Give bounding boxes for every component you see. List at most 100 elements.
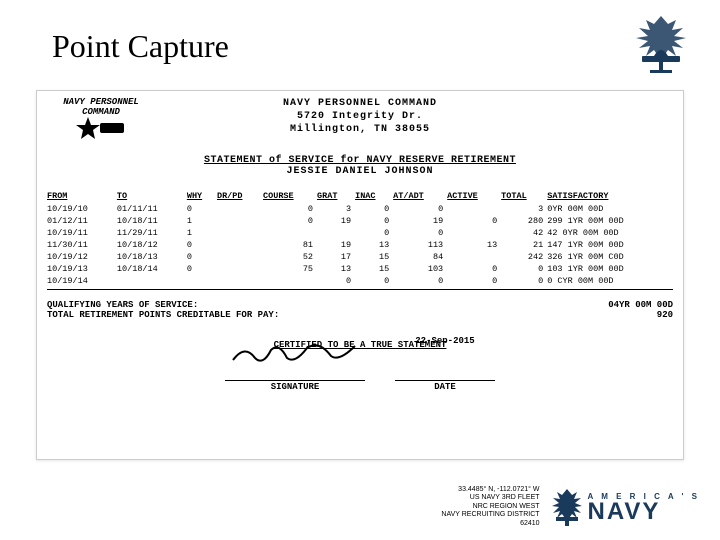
- service-statement-document: NAVY PERSONNEL COMMAND NAVY PERSONNEL CO…: [36, 90, 684, 460]
- table-cell: 10/19/10: [47, 203, 117, 215]
- table-cell: 242: [501, 251, 547, 263]
- table-cell: 42 0YR 00M 00D: [547, 227, 673, 239]
- footer-district: NAVY RECRUITING DISTRICT: [441, 511, 539, 519]
- table-cell: 21: [501, 239, 547, 251]
- table-cell: 13: [447, 239, 501, 251]
- table-cell: 0: [317, 275, 355, 287]
- table-cell: 0: [355, 215, 393, 227]
- table-cell: 11/29/11: [117, 227, 187, 239]
- table-cell: [447, 227, 501, 239]
- table-row: 10/19/1001/11/110030030YR 00M 00D: [47, 203, 673, 215]
- creditable-points-value: 920: [657, 310, 673, 320]
- table-cell: 19: [317, 239, 355, 251]
- date-label: DATE: [395, 380, 495, 392]
- table-row: 01/12/1110/18/1110190190280299 1YR 00M 0…: [47, 215, 673, 227]
- table-cell: [187, 275, 217, 287]
- table-cell: [217, 239, 263, 251]
- signature-column: SIGNATURE: [225, 364, 365, 392]
- table-cell: 0: [187, 263, 217, 275]
- table-cell: 0: [393, 275, 447, 287]
- table-row: 10/19/1310/18/14075131510300103 1YR 00M …: [47, 263, 673, 275]
- table-cell: [117, 275, 187, 287]
- signature-icon: [225, 340, 365, 366]
- table-cell: 11/30/11: [47, 239, 117, 251]
- table-cell: 147 1YR 00M 00D: [547, 239, 673, 251]
- table-cell: 10/19/13: [47, 263, 117, 275]
- qualifying-years-label: QUALIFYING YEARS OF SERVICE:: [47, 300, 198, 310]
- document-header: NAVY PERSONNEL COMMAND NAVY PERSONNEL CO…: [47, 95, 673, 151]
- table-cell: 0: [355, 203, 393, 215]
- table-cell: 10/18/13: [117, 251, 187, 263]
- table-cell: 10/18/11: [117, 215, 187, 227]
- table-cell: 19: [317, 215, 355, 227]
- table-cell: [217, 203, 263, 215]
- table-cell: 0: [501, 275, 547, 287]
- navy-eagle-icon: [550, 487, 584, 527]
- table-header-cell: SATISFACTORY: [547, 191, 673, 203]
- table-cell: 1: [187, 215, 217, 227]
- brand-main: NAVY: [588, 501, 700, 523]
- table-cell: 01/12/11: [47, 215, 117, 227]
- service-table: FROMTOWHYDR/PDCOURSEGRATINACAT/ADTACTIVE…: [47, 191, 673, 287]
- table-cell: 0: [393, 227, 447, 239]
- table-cell: 19: [393, 215, 447, 227]
- statement-title: STATEMENT of SERVICE for NAVY RESERVE RE…: [47, 155, 673, 166]
- summary-block: QUALIFYING YEARS OF SERVICE: 04YR 00M 00…: [47, 300, 673, 320]
- table-row: 10/19/1210/18/13052171584242326 1YR 00M …: [47, 251, 673, 263]
- table-cell: 0: [447, 263, 501, 275]
- navy-brand-logo: A M E R I C A ' S NAVY: [550, 487, 700, 527]
- person-name: JESSIE DANIEL JOHNSON: [47, 166, 673, 177]
- table-cell: [447, 203, 501, 215]
- table-row: 10/19/1111/29/111004242 0YR 00M 00D: [47, 227, 673, 239]
- slide-title: Point Capture: [52, 28, 229, 65]
- npc-logo-line1: NAVY PERSONNEL: [51, 97, 151, 107]
- table-cell: 13: [355, 239, 393, 251]
- signature-block: SIGNATURE 22-Sep-2015 DATE: [47, 354, 673, 392]
- slide-footer: 33.4485° N, -112.0721° W US NAVY 3RD FLE…: [441, 486, 700, 528]
- table-cell: [217, 275, 263, 287]
- table-header-cell: GRAT: [317, 191, 355, 203]
- table-cell: 299 1YR 00M 00D: [547, 215, 673, 227]
- table-header-cell: INAC: [355, 191, 393, 203]
- table-cell: 280: [501, 215, 547, 227]
- footer-text: 33.4485° N, -112.0721° W US NAVY 3RD FLE…: [441, 486, 539, 528]
- table-header-cell: COURSE: [263, 191, 317, 203]
- table-cell: 0: [263, 203, 317, 215]
- table-cell: 10/19/14: [47, 275, 117, 287]
- footer-region: NRC REGION WEST: [441, 503, 539, 511]
- table-header-cell: TOTAL: [501, 191, 547, 203]
- table-cell: [263, 227, 317, 239]
- table-cell: [263, 275, 317, 287]
- table-cell: 10/19/11: [47, 227, 117, 239]
- divider-line: [47, 289, 673, 290]
- table-cell: [317, 227, 355, 239]
- navy-emblem-top: [628, 14, 694, 79]
- table-cell: [217, 251, 263, 263]
- date-value: 22-Sep-2015: [395, 336, 495, 346]
- date-column: 22-Sep-2015 DATE: [395, 354, 495, 392]
- table-cell: 10/19/12: [47, 251, 117, 263]
- table-cell: 1: [187, 227, 217, 239]
- table-cell: 0: [355, 227, 393, 239]
- table-header-cell: AT/ADT: [393, 191, 447, 203]
- table-header-cell: TO: [117, 191, 187, 203]
- footer-code: 62410: [441, 520, 539, 528]
- table-cell: 0: [187, 239, 217, 251]
- table-cell: 81: [263, 239, 317, 251]
- navy-wordmark: A M E R I C A ' S NAVY: [588, 492, 700, 523]
- table-cell: [447, 251, 501, 263]
- table-cell: 52: [263, 251, 317, 263]
- table-header-cell: ACTIVE: [447, 191, 501, 203]
- table-cell: 0: [355, 275, 393, 287]
- npc-command-logo: NAVY PERSONNEL COMMAND: [51, 97, 151, 139]
- table-cell: 0: [447, 275, 501, 287]
- table-cell: [217, 263, 263, 275]
- signature-label: SIGNATURE: [225, 380, 365, 392]
- table-cell: 15: [355, 263, 393, 275]
- table-cell: 3: [317, 203, 355, 215]
- table-cell: 0: [187, 203, 217, 215]
- table-header-row: FROMTOWHYDR/PDCOURSEGRATINACAT/ADTACTIVE…: [47, 191, 673, 203]
- footer-coords: 33.4485° N, -112.0721° W: [441, 486, 539, 494]
- table-row: 11/30/1110/18/1208119131131321147 1YR 00…: [47, 239, 673, 251]
- table-cell: 0: [187, 251, 217, 263]
